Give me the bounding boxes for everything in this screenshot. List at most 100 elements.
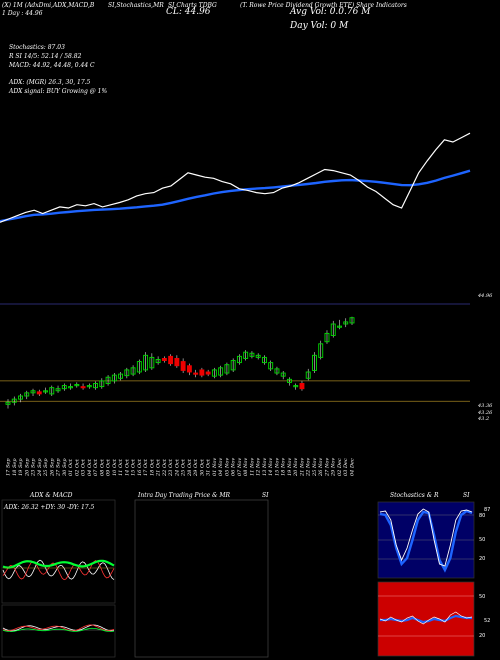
candle-body [337,325,342,328]
candle-body [105,376,111,384]
candle-body [49,387,55,395]
candle-body [161,357,167,361]
adx-signal-readout: ADX signal: BUY Growing @ 1% [9,88,108,95]
candle-body [155,359,161,364]
stochastics-readout: Stochastics: 87.03 [9,44,65,51]
date-tick-label: 10 Oct [112,458,118,476]
intraday-panel-title-right: SI [262,492,269,499]
avg-volume: Avg Vol: 0.0.76 M [290,7,371,17]
candle-body [124,369,130,377]
macd-signal-line [2,624,115,632]
candle-body [305,371,311,379]
candle-body [255,354,261,358]
candle-body [18,395,23,400]
date-tick-label: 12 Nov [256,458,262,476]
candle-body [68,386,73,389]
date-tick-label: 02 Oct [74,458,80,476]
stoch-k-line [379,508,473,567]
candle-body [299,383,305,390]
candle-body [312,354,317,371]
candle-body [324,332,330,343]
macd-histogram-line [2,627,115,633]
candle-body [174,357,180,367]
header-line1-left: (X) 1M (AdxDmi,ADX,MACD,B [2,2,95,9]
candle-body [287,378,292,383]
adx-panel [1,499,116,604]
date-tick-label: 27 Sep [56,458,62,477]
date-tick-label: 01 Oct [68,458,74,476]
date-tick-label: 20 Nov [293,458,299,477]
date-tick-label: 07 Nov [237,458,243,476]
rsi-tick-20: 20 [479,633,485,639]
rsi-readout: R SI 14/5: 52.14 / 58.82 [9,53,82,60]
candle-body [186,365,192,373]
date-tick-label: 08 Oct [99,458,105,476]
candle-body [205,371,211,375]
date-tick-label: 09 Oct [106,458,112,476]
date-tick-label: 04 Nov [218,458,224,476]
candle-body [224,364,230,374]
date-tick-label: 30 Oct [199,458,205,476]
price-level-label-2: 43.26 [477,410,493,416]
candle-body [293,385,299,388]
date-tick-label: 18 Oct [149,458,155,476]
date-tick-label: 21 Nov [299,458,305,477]
candle-body [5,401,11,405]
stoch-d-line [379,509,473,573]
date-tick-label: 24 Oct [174,458,180,477]
candle-body [274,368,280,374]
header-line1-mid2: SI Charts TDBG [168,2,217,9]
rsi-line [379,611,473,625]
candle-body [74,384,80,387]
candle-body [61,385,67,390]
macd-panel [1,604,116,658]
date-tick-label: 29 Nov [331,458,337,477]
candle-body [199,369,205,376]
header-line1-mid1: SI,Stochastics,MR [108,2,164,9]
candle-body [168,355,174,365]
date-tick-label: 26 Nov [318,458,324,477]
macd-readout: MACD: 44.92, 44.48, 0.44 C [9,62,95,69]
date-tick-label: 25 Sep [43,458,49,477]
date-tick-label: 23 Sep [31,458,37,477]
date-tick-label: 11 Nov [249,458,255,476]
date-tick-label: 07 Oct [93,458,99,476]
candle-body [330,323,336,336]
stoch-panel-title: Stochastics & R [390,492,439,499]
date-tick-label: 18 Sep [12,458,18,476]
date-tick-label: 23 Oct [168,458,174,477]
price-line [0,132,471,223]
price-level-label-3: 43.2 [477,416,489,422]
candle-body [36,391,42,395]
date-tick-label: 02 Dec [337,458,343,476]
date-tick-label: 21 Oct [156,458,162,477]
date-tick-label: 22 Nov [306,458,312,477]
plus-di-line [2,559,115,580]
date-tick-label: 16 Oct [137,458,143,476]
date-tick-label: 17 Sep [6,458,12,476]
date-tick-label: 25 Nov [312,458,318,477]
date-tick-label: 14 Oct [124,458,130,476]
candle-body [93,383,99,389]
candle-body [86,385,92,388]
date-tick-label: 04 Oct [87,458,93,476]
date-tick-label: 31 Oct [206,458,212,476]
adx-values: ADX: 26.32 +DY: 30 -DY: 17.5 [3,504,94,511]
date-tick-label: 15 Nov [274,458,280,476]
candle-body [130,367,136,375]
adx-line [2,559,115,569]
date-tick-label: 22 Oct [162,458,168,477]
date-tick-label: 11 Oct [118,458,124,476]
date-tick-label: 03 Dec [343,458,349,476]
rsi-tick-50: 50 [479,594,485,600]
price-level-label-1: 43.36 [477,403,493,409]
minus-di-line [2,560,115,581]
header-line2-left: 1 Day : 44.96 [2,10,43,17]
candle-body [230,360,236,371]
date-tick-label: 03 Oct [81,458,87,476]
date-tick-label: 20 Sep [24,458,30,477]
date-tick-label: 25 Oct [181,458,187,477]
candle-body [261,356,267,364]
date-tick-label: 19 Sep [18,458,24,476]
